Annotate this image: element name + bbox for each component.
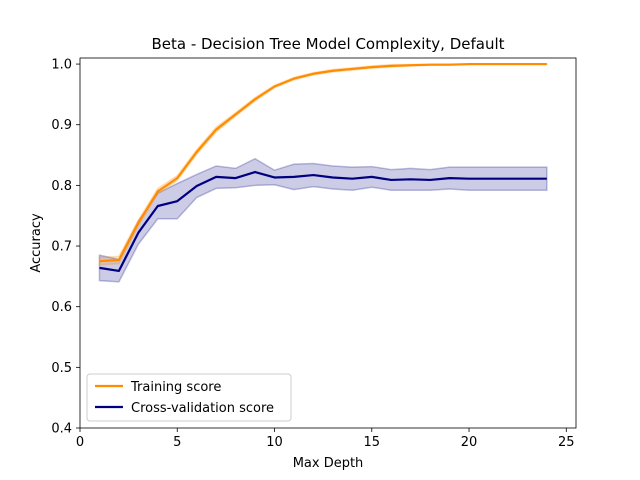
y-tick-label: 0.6 xyxy=(51,300,72,315)
legend-label-training: Training score xyxy=(130,380,221,395)
x-axis: 0 5 10 15 20 25 xyxy=(76,428,575,450)
y-axis: 0.4 0.5 0.6 0.7 0.8 0.9 1.0 xyxy=(51,58,80,437)
x-tick-label: 10 xyxy=(266,435,283,450)
y-tick-label: 0.4 xyxy=(51,422,72,437)
band-cross-validation xyxy=(98,157,548,283)
confidence-bands xyxy=(98,63,548,283)
x-tick-label: 20 xyxy=(461,435,478,450)
x-tick-label: 0 xyxy=(76,435,84,450)
legend-label-cross-validation: Cross-validation score xyxy=(131,401,274,416)
legend: Training score Cross-validation score xyxy=(86,373,292,422)
series-lines xyxy=(99,62,547,272)
series-line-training xyxy=(99,62,547,263)
x-tick-label: 5 xyxy=(173,435,181,450)
chart-title: Beta - Decision Tree Model Complexity, D… xyxy=(151,35,504,53)
y-tick-label: 0.8 xyxy=(51,179,72,194)
plot-area-frame xyxy=(79,57,577,429)
legend-frame xyxy=(86,373,292,422)
x-tick-label: 15 xyxy=(363,435,380,450)
y-tick-label: 1.0 xyxy=(51,58,72,73)
y-axis-label: Accuracy xyxy=(29,213,44,273)
series-line-cross-validation xyxy=(99,170,547,272)
x-tick-label: 25 xyxy=(558,435,575,450)
y-tick-label: 0.9 xyxy=(51,118,72,133)
y-tick-label: 0.7 xyxy=(51,240,72,255)
x-axis-label: Max Depth xyxy=(293,456,364,471)
y-tick-label: 0.5 xyxy=(51,361,72,376)
